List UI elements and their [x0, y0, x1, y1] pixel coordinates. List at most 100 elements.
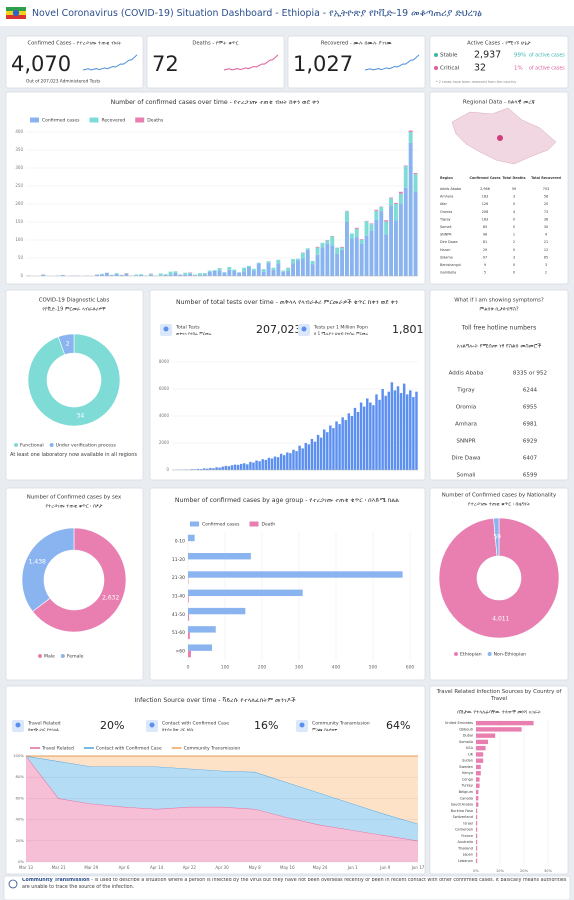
bar: [227, 267, 232, 270]
bar: [412, 397, 415, 470]
footer-box: Community Transmission - is used to desc…: [22, 878, 570, 891]
bar: [476, 783, 480, 788]
bar: [359, 240, 364, 244]
bar: [206, 468, 209, 470]
bar: [134, 274, 139, 276]
bar: [359, 402, 363, 470]
bar: [139, 274, 144, 275]
bar: [353, 407, 357, 470]
bar: [476, 833, 478, 839]
y-tick-label: 21-30: [172, 575, 185, 581]
stat-value: 16%: [254, 719, 278, 732]
region-map: [451, 107, 557, 165]
table-cell: 30: [544, 225, 548, 229]
bar: [158, 275, 163, 276]
table-cell: 4: [513, 210, 515, 214]
bar: [258, 461, 261, 470]
legend-label: Community Transmission: [184, 746, 241, 752]
bar: [359, 239, 364, 240]
table-cell: 98: [483, 233, 487, 237]
table-cell: 9: [484, 263, 486, 267]
bar: [402, 383, 406, 470]
card: [149, 289, 426, 481]
bar: [184, 469, 188, 470]
bar: [251, 270, 256, 276]
bar: [281, 271, 286, 276]
chart-title: COVID-19 Diagnostic Labs: [39, 298, 110, 304]
status-share-label: of active cases: [529, 53, 565, 59]
hotline-number: 6929: [523, 439, 538, 445]
chart-subtitle: የኮቪድ-19 ምርመራ ላብራቶሪዎች: [42, 307, 106, 313]
bar: [379, 206, 384, 212]
bar: [374, 219, 379, 276]
stat-label: Travel Related: [27, 721, 61, 727]
bar: [227, 466, 231, 470]
y-tick-label: Cameroon: [455, 828, 473, 832]
bar: [300, 258, 305, 276]
x-tick-label: 500: [369, 665, 378, 671]
bar: [476, 758, 484, 763]
y-tick-label: 51-60: [172, 630, 185, 636]
bar: [202, 274, 207, 276]
bar: [95, 274, 100, 276]
table-cell: 29: [483, 248, 487, 252]
table-cell: Oromia: [440, 210, 452, 214]
bar: [243, 463, 246, 470]
y-tick-label: Belgium: [459, 790, 474, 794]
status-name: Critical: [440, 66, 460, 72]
bar: [289, 453, 292, 470]
y-tick-label: 100%: [13, 753, 24, 758]
y-tick-label: Switzerland: [453, 815, 473, 819]
table-cell: Benishangul: [440, 263, 461, 267]
stat-icon-dot: [15, 722, 21, 728]
bar: [398, 193, 403, 204]
bar: [261, 269, 266, 272]
bar: [341, 417, 344, 470]
bar: [389, 205, 394, 276]
bar: [393, 390, 397, 470]
table-cell: 12: [544, 248, 548, 252]
pie-slice: [21, 527, 75, 612]
kpi-value: 72: [152, 52, 179, 76]
stat-sublabel: በ 1 ሚሊዮን ህዝብ የተሰራ ምርመራ: [314, 331, 368, 336]
bar: [310, 264, 315, 276]
bar: [369, 230, 374, 276]
table-cell: 4: [545, 233, 547, 237]
bar: [276, 263, 281, 276]
hotline-region: Amhara: [455, 422, 477, 428]
table-cell: 0: [513, 202, 515, 206]
table-header: Total Deaths: [502, 176, 525, 180]
stat-value: 1,801: [392, 323, 424, 336]
bar: [209, 467, 212, 470]
hotline-number: 6981: [523, 422, 538, 428]
bar: [104, 272, 109, 276]
y-tick-label: 250: [15, 183, 23, 188]
bar: [364, 221, 369, 236]
footer-note: Community Transmission - is used to desc…: [22, 878, 570, 891]
bar: [283, 455, 286, 470]
y-tick-label: Burkina Faso: [451, 809, 473, 813]
table-cell: 0: [513, 271, 515, 275]
status-share: 99%: [514, 53, 526, 59]
hotline-region: Oromia: [456, 405, 476, 411]
stat-icon-dot: [299, 722, 305, 728]
bar: [315, 254, 320, 276]
hotline-region: Somali: [457, 473, 476, 479]
bar: [266, 262, 271, 276]
bar: [266, 261, 271, 263]
y-tick-label: 100: [15, 237, 23, 242]
table-cell: Somali: [440, 225, 452, 229]
x-tick-label: 0: [187, 665, 190, 671]
chart-title: Number of total tests over time - ጠቅላላ የ…: [176, 299, 398, 306]
bar: [236, 464, 240, 470]
legend-label: Functional: [20, 443, 44, 449]
bar: [188, 596, 189, 603]
stat-label: Tests per 1 Million Popn: [313, 325, 368, 331]
legend-label: Under verification process: [56, 443, 117, 449]
y-tick-label: Lebanon: [458, 859, 473, 863]
chart-subtitle: የተረጋገጡ ተጠቂ ቁጥር ፡ በዜግነት: [468, 502, 531, 508]
stat-icon-dot: [149, 722, 155, 728]
table-cell: 0: [513, 263, 515, 267]
bar: [347, 413, 351, 470]
bar: [119, 274, 124, 276]
